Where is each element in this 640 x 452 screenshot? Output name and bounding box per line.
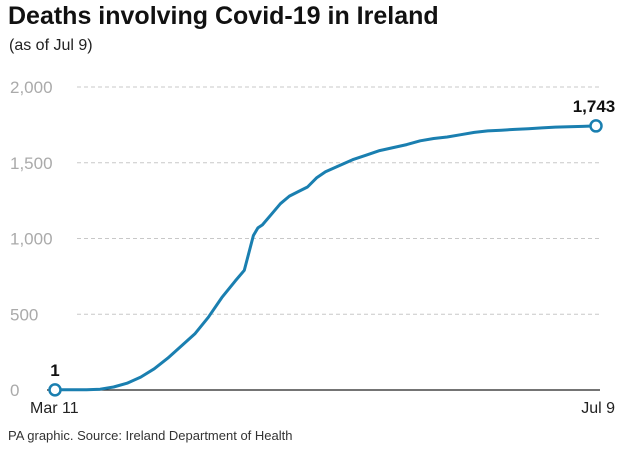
y-tick-label: 500 xyxy=(10,305,38,324)
line-chart: 0 500 1,000 1,500 2,000 Mar 11 Jul 9 1 1,743 xyxy=(10,78,616,417)
data-labels: 1 1,743 xyxy=(48,97,616,397)
x-tick-label: Jul 9 xyxy=(581,400,615,417)
chart-subtitle: (as of Jul 9) xyxy=(9,37,93,54)
y-tick-labels: 0 500 1,000 1,500 2,000 xyxy=(10,78,53,400)
endpoint-marker xyxy=(48,383,62,397)
x-tick-label: Mar 11 xyxy=(30,400,79,417)
grid-lines xyxy=(47,86,600,391)
x-tick-labels: Mar 11 Jul 9 xyxy=(30,400,615,417)
series-layer xyxy=(53,124,598,392)
source-note: PA graphic. Source: Ireland Department o… xyxy=(8,428,293,443)
y-tick-label: 1,000 xyxy=(10,230,53,249)
chart-title: Deaths involving Covid-19 in Ireland xyxy=(8,2,439,30)
endpoint-marker xyxy=(589,119,603,133)
data-label: 1 xyxy=(50,361,59,380)
y-tick-label: 2,000 xyxy=(10,78,53,97)
series-line xyxy=(53,124,598,392)
data-label: 1,743 xyxy=(573,97,616,116)
y-tick-label: 0 xyxy=(10,381,19,400)
y-tick-label: 1,500 xyxy=(10,154,53,173)
